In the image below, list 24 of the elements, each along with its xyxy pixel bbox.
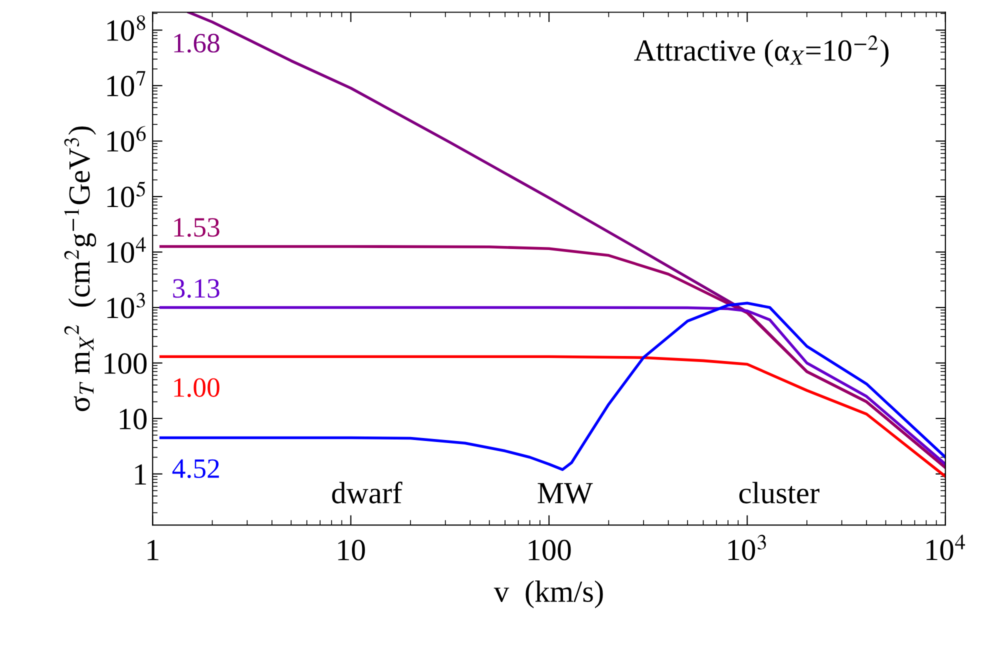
y-tick-label: 10$^{6}$: [107, 126, 146, 152]
x-tick-label: 10$^{4}$: [926, 534, 966, 560]
series-label: 1.53: [174, 218, 220, 237]
y-tick-label: 1: [135, 464, 146, 485]
y-tick-label: 10$^{3}$: [107, 292, 145, 318]
y-tick-label: 10: [120, 408, 147, 430]
x-tick-label: 100: [528, 540, 571, 560]
annotation: dwarf: [332, 482, 402, 504]
series-label: 1.68: [174, 34, 220, 53]
series-label: 4.52: [172, 459, 219, 478]
text: σ$_{T}$ m$_{X}$$^{2}$ (cm$^{2}$g$^{−1}$GeV$^{3}$): [64, 126, 96, 412]
x-tick-label: 10: [338, 540, 365, 560]
x-tick-label: 10$^{3}$: [728, 534, 766, 560]
x-axis-title: v (km/s): [494, 580, 603, 608]
series-label: 1.00: [174, 378, 220, 398]
annotation: cluster: [739, 482, 820, 504]
y-tick-label: 10$^{4}$: [107, 237, 146, 263]
annotation: MW: [538, 483, 593, 504]
y-tick-label: 10$^{7}$: [107, 71, 146, 96]
y-tick-label: 100: [104, 353, 147, 374]
y-tick-label: 10$^{8}$: [107, 15, 146, 41]
series-label: 3.13: [173, 279, 220, 298]
y-tick-label: 10$^{5}$: [107, 181, 146, 208]
text: Attractive (α$_{X}$=10$^{−2}$): [634, 35, 889, 68]
